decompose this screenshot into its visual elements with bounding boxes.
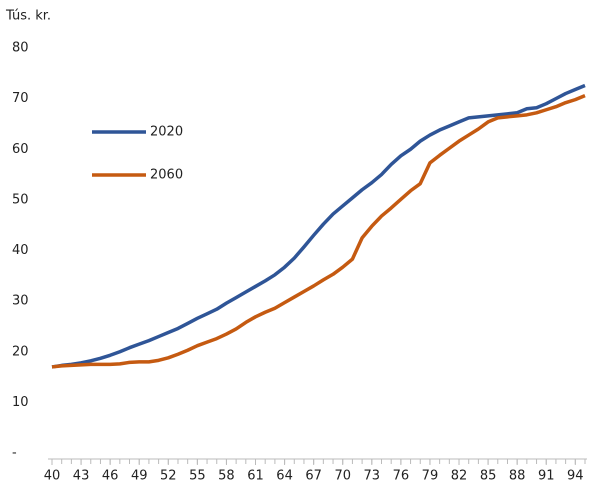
x-tick-label: 55 (189, 469, 206, 484)
y-tick-label: 10 (12, 395, 29, 410)
x-tick-label: 52 (160, 469, 177, 484)
y-axis-label: Tús. kr. (5, 9, 51, 24)
x-tick-label: 94 (567, 469, 584, 484)
x-tick-label: 58 (218, 469, 235, 484)
x-tick-label: 64 (276, 469, 293, 484)
y-tick-label: 70 (12, 91, 29, 106)
x-tick-label: 43 (73, 469, 90, 484)
legend-label: 2060 (150, 168, 183, 183)
x-tick-label: 40 (44, 469, 61, 484)
x-tick-label: 70 (334, 469, 351, 484)
y-tick-label: 60 (12, 142, 29, 157)
y-tick-label: - (12, 446, 17, 461)
x-tick-label: 49 (131, 469, 148, 484)
x-tick-label: 88 (509, 469, 526, 484)
x-tick-label: 67 (305, 469, 322, 484)
x-tick-label: 73 (364, 469, 381, 484)
x-tick-label: 91 (538, 469, 555, 484)
y-tick-label: 40 (12, 243, 29, 258)
x-tick-label: 85 (480, 469, 497, 484)
legend-label: 2020 (150, 125, 183, 140)
x-tick-label: 61 (247, 469, 264, 484)
line-series (51, 83, 586, 369)
x-tick-label: 46 (102, 469, 119, 484)
y-tick-label: 80 (12, 41, 29, 56)
x-tick-label: 82 (451, 469, 468, 484)
line-series (51, 93, 586, 369)
x-tick-label: 79 (422, 469, 439, 484)
y-tick-label: 50 (12, 192, 29, 207)
y-tick-label: 30 (12, 294, 29, 309)
y-tick-label: 20 (12, 344, 29, 359)
x-tick-label: 76 (393, 469, 410, 484)
